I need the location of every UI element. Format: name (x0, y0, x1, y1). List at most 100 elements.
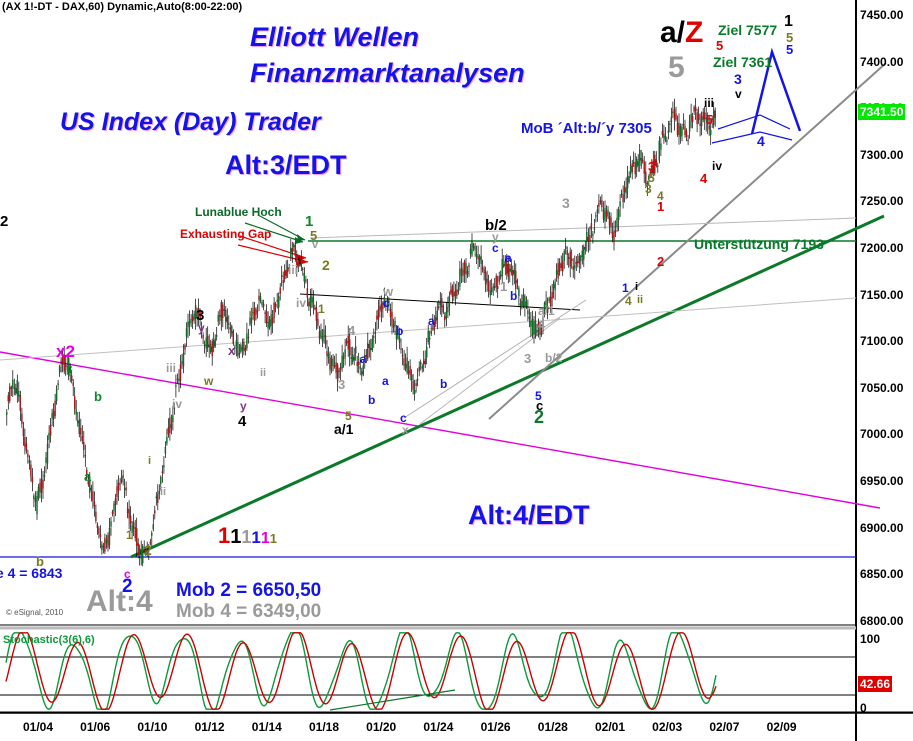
stoch-scale-top: 100 (860, 632, 881, 646)
date-tick-0203: 02/03 (652, 720, 683, 734)
wave-label-iii-21: iii (288, 263, 299, 277)
trendline-gray-rising (488, 62, 887, 420)
price-tick-705000: 7050.00 (860, 380, 904, 395)
wave-label-4-74: 4 (757, 133, 765, 149)
one-degree-0: 1 (218, 523, 231, 548)
wave-label-c-38: c (400, 411, 407, 425)
wave-label-c-44: c (492, 241, 499, 255)
wave-label-x-16: x (228, 343, 236, 358)
wave-label-1-23: 1 (305, 213, 314, 230)
wave-label-5-76: 5 (786, 30, 794, 45)
ticker-header: (AX 1!-DT - DAX,60) Dynamic,Auto(8:00-22… (2, 1, 243, 13)
wave-label-b-33: b (368, 393, 376, 407)
trendline-gray-channel-upper (311, 217, 857, 239)
wave-label-iv-68: iv (712, 159, 723, 173)
wave-label-b-2-51: b/2 (545, 351, 563, 365)
wave-label-a-3: a (84, 469, 92, 484)
wave-label-5-77: 5 (786, 42, 794, 57)
mob-alt-annotation: MoB ´Alt:b/´y 7305 (521, 120, 652, 137)
price-tick-685000: 6850.00 (860, 567, 904, 582)
price-tick-740000: 7400.00 (860, 54, 904, 69)
date-tick-0104: 01/04 (22, 720, 54, 734)
price-tick-725000: 7250.00 (860, 194, 904, 209)
wave-label-b-2: b (94, 389, 102, 404)
blue-projection-zigzag (750, 47, 802, 135)
date-tick-0124: 01/24 (423, 720, 454, 734)
wave-label-ii-10: ii (160, 486, 167, 498)
wave-label-a-1-31: a/1 (334, 421, 354, 437)
one-degree-1: 1 (230, 526, 242, 548)
wave-label-3-55: 3 (562, 195, 570, 211)
wave-label-a-40: a (428, 314, 435, 328)
wave-label-v-73: v (735, 87, 742, 101)
date-tick-0106: 01/06 (80, 720, 111, 734)
price-tick-700000: 7000.00 (860, 427, 904, 442)
date-tick-0118: 01/18 (308, 720, 340, 734)
price-tick-680000: 6800.00 (860, 613, 904, 628)
wave-label-b-47: b (510, 289, 518, 303)
date-tick-0114: 01/14 (251, 720, 282, 734)
az-label: a/Z (660, 16, 703, 50)
wave-label-3-63: 3 (648, 159, 656, 174)
price-tick-730000: 7300.00 (860, 147, 904, 162)
stoch-value-badge: 42.66 (858, 676, 893, 692)
wave-label-2-8: 2 (144, 542, 152, 558)
title-line-1: Elliott Wellen (250, 22, 420, 52)
unterstuetzung-label: Unterstützung 7193 (694, 236, 824, 252)
stochastic-label: Stochastic(3(6),6) (3, 634, 95, 646)
wave-label-b-2-42: b/2 (485, 217, 507, 234)
date-tick-0209: 02/09 (766, 720, 797, 734)
scenario-alt-label: Alt:4/EDT (468, 500, 590, 530)
date-tick-0201: 02/01 (594, 720, 626, 734)
copyright-label: © eSignal, 2010 (6, 608, 64, 617)
wave-label-a-1-48: a/1 (538, 304, 555, 318)
wave-label-4-28: 4 (348, 323, 356, 338)
wave-label-c-1: c (66, 361, 73, 375)
wave-label-5-70: 5 (706, 112, 714, 127)
wave-label-3-50: 3 (524, 351, 532, 366)
one-degree-3: 1 (251, 528, 261, 547)
scenario-main-label: Alt:3/EDT (225, 150, 347, 180)
stochastic-pane (0, 632, 856, 711)
price-tick-715000: 7150.00 (860, 287, 904, 302)
price-tick-690000: 6900.00 (860, 520, 904, 535)
stoch-scale-bottom: 0 (860, 701, 867, 715)
wave-label-4-67: 4 (700, 171, 708, 186)
wave-label-ii-60: ii (637, 294, 644, 306)
az-a-part: a/ (660, 16, 686, 49)
wave-label-iv-22: iv (296, 296, 307, 310)
wave-label-c-35: c (383, 296, 390, 310)
wave-label-3-13: 3 (196, 307, 205, 324)
wave-label-1-7: 1 (126, 528, 133, 542)
candlestick-series (6, 98, 716, 567)
wave-label-a-36: a (382, 374, 389, 388)
wave-label-4-49: 4 (538, 317, 546, 332)
wedge-lower-blue (711, 131, 793, 144)
date-tick-0128: 01/28 (537, 720, 568, 734)
one-degree-5: 1 (269, 531, 277, 546)
wedge-upper-blue (717, 114, 791, 130)
one-degree-4: 1 (260, 530, 270, 547)
wave-label-1-61: 1 (657, 199, 665, 214)
az-z-part: Z (685, 16, 704, 49)
title-line-2: Finanzmarktanalysen (250, 58, 525, 88)
wave-label-y-43: y (492, 230, 499, 244)
trendline-gray-lower-wedge (403, 299, 587, 419)
title-line-3: US Index (Day) Trader (60, 108, 321, 136)
stoch-trendline (329, 689, 456, 711)
wave-label-3-72: 3 (734, 71, 742, 87)
gray-five-label: 5 (668, 51, 685, 84)
wave-label-c-53: c (536, 398, 544, 413)
ziel-7361-label: Ziel 7361 (713, 54, 773, 70)
wave-label-iii-69: iii (704, 96, 715, 110)
wave-label-ii-20: ii (260, 367, 267, 379)
date-tick-0110: 01/10 (137, 720, 168, 734)
wave-label-a-45: a (505, 251, 512, 265)
wave-label-i-58: i (635, 281, 639, 293)
ziel-7577-label: Ziel 7577 (718, 22, 778, 38)
date-tick-0120: 01/20 (366, 720, 397, 734)
ones-degree-sequence: 111111 (218, 523, 277, 549)
wave-label-1-27: 1 (318, 302, 325, 316)
wave-label-b-4: b (36, 554, 44, 569)
wave-label-i-19: i (250, 307, 254, 319)
